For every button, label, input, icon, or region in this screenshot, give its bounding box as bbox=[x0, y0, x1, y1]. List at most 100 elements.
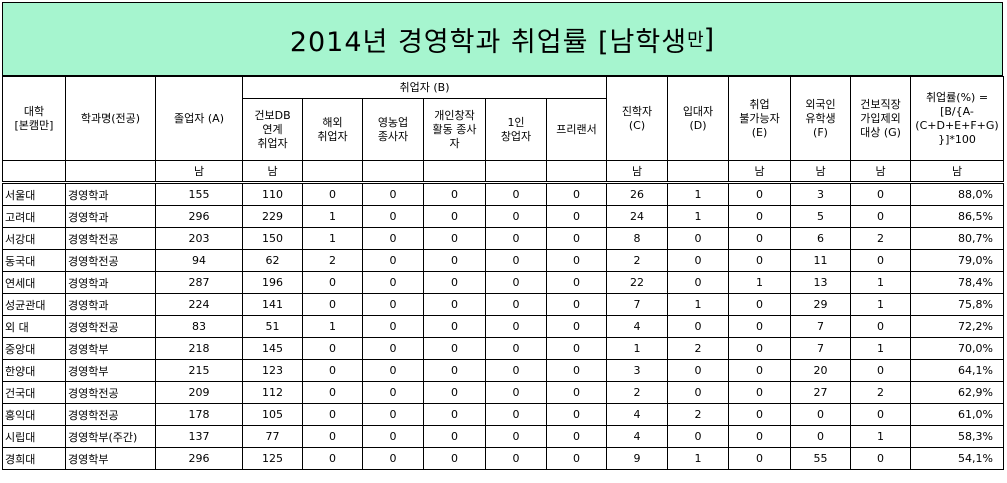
cell-rate: 72,2% bbox=[910, 315, 1004, 338]
table-row: 서울대 경영학과 155 110 0 0 0 0 0 26 1 0 3 0 88,0% bbox=[2, 181, 1004, 206]
cell-advance: 7 bbox=[606, 293, 668, 316]
cell-farm: 0 bbox=[362, 271, 424, 294]
cell-foreign: 7 bbox=[790, 337, 851, 360]
cell-military: 1 bbox=[667, 293, 729, 316]
header-unable: 취업 불가능자 (E) bbox=[728, 76, 791, 161]
table-row: 동국대 경영학전공 94 62 2 0 0 0 0 2 0 0 11 0 79,0% bbox=[2, 249, 1004, 272]
cell-foreign: 6 bbox=[790, 227, 851, 250]
table-row: 연세대 경영학과 287 196 0 0 0 0 0 22 0 1 13 1 78,4% bbox=[2, 271, 1004, 294]
cell-dept: 경영학부(주간) bbox=[65, 425, 156, 448]
cell-exempt: 1 bbox=[850, 425, 911, 448]
cell-dept: 경영학부 bbox=[65, 447, 156, 470]
cell-univ: 중앙대 bbox=[2, 337, 66, 360]
cell-farm: 0 bbox=[362, 181, 424, 206]
cell-foreign: 7 bbox=[790, 315, 851, 338]
gender-label: 남 bbox=[155, 160, 243, 183]
cell-grad: 215 bbox=[155, 359, 243, 382]
cell-grad: 296 bbox=[155, 205, 243, 228]
cell-military: 1 bbox=[667, 181, 729, 206]
cell-univ: 서울대 bbox=[2, 181, 66, 206]
cell-foreign: 29 bbox=[790, 293, 851, 316]
cell-rate: 62,9% bbox=[910, 381, 1004, 404]
cell-advance: 4 bbox=[606, 425, 668, 448]
cell-military: 0 bbox=[667, 315, 729, 338]
cell-rate: 54,1% bbox=[910, 447, 1004, 470]
cell-freelance: 0 bbox=[546, 315, 607, 338]
cell-db: 196 bbox=[242, 271, 303, 294]
cell-farm: 0 bbox=[362, 447, 424, 470]
cell-solo: 0 bbox=[485, 337, 547, 360]
cell-exempt: 0 bbox=[850, 315, 911, 338]
cell-overseas: 0 bbox=[302, 181, 363, 206]
cell-unable: 0 bbox=[728, 359, 791, 382]
cell-grad: 83 bbox=[155, 315, 243, 338]
cell-db: 229 bbox=[242, 205, 303, 228]
cell-overseas: 2 bbox=[302, 249, 363, 272]
cell-db: 112 bbox=[242, 381, 303, 404]
cell-freelance: 0 bbox=[546, 359, 607, 382]
cell-db: 123 bbox=[242, 359, 303, 382]
cell-creative: 0 bbox=[423, 271, 486, 294]
cell-overseas: 0 bbox=[302, 359, 363, 382]
cell-military: 0 bbox=[667, 249, 729, 272]
cell-foreign: 55 bbox=[790, 447, 851, 470]
cell-rate: 88,0% bbox=[910, 181, 1004, 206]
cell-creative: 0 bbox=[423, 181, 486, 206]
cell-grad: 224 bbox=[155, 293, 243, 316]
cell-farm: 0 bbox=[362, 227, 424, 250]
cell-creative: 0 bbox=[423, 337, 486, 360]
cell-overseas: 0 bbox=[302, 337, 363, 360]
cell-creative: 0 bbox=[423, 249, 486, 272]
cell-solo: 0 bbox=[485, 403, 547, 426]
cell-foreign: 0 bbox=[790, 425, 851, 448]
cell-farm: 0 bbox=[362, 403, 424, 426]
cell-solo: 0 bbox=[485, 227, 547, 250]
table-row: 홍익대 경영학전공 178 105 0 0 0 0 0 4 2 0 0 0 61,0% bbox=[2, 403, 1004, 426]
header-rate: 취업률(%) = [B/{A- (C+D+E+F+G)}]*100 bbox=[910, 76, 1004, 161]
cell-advance: 9 bbox=[606, 447, 668, 470]
header-dept: 학과명(전공) bbox=[65, 76, 156, 161]
title-main: 2014년 경영학과 취업률 [남학생 bbox=[289, 26, 688, 58]
cell-military: 0 bbox=[667, 425, 729, 448]
title-suffix: 만 bbox=[687, 30, 704, 51]
cell-rate: 64,1% bbox=[910, 359, 1004, 382]
header-exempt: 건보직장 가입제외 대상 (G) bbox=[850, 76, 911, 161]
cell-rate: 78,4% bbox=[910, 271, 1004, 294]
cell-univ: 건국대 bbox=[2, 381, 66, 404]
cell-freelance: 0 bbox=[546, 293, 607, 316]
table-row: 한양대 경영학부 215 123 0 0 0 0 0 3 0 0 20 0 64,1% bbox=[2, 359, 1004, 382]
cell-overseas: 1 bbox=[302, 315, 363, 338]
cell-freelance: 0 bbox=[546, 337, 607, 360]
cell-grad: 203 bbox=[155, 227, 243, 250]
cell-univ: 서강대 bbox=[2, 227, 66, 250]
cell-exempt: 1 bbox=[850, 271, 911, 294]
cell-exempt: 1 bbox=[850, 337, 911, 360]
cell-foreign: 13 bbox=[790, 271, 851, 294]
cell-creative: 0 bbox=[423, 381, 486, 404]
cell-military: 2 bbox=[667, 403, 729, 426]
cell-farm: 0 bbox=[362, 425, 424, 448]
cell-advance: 4 bbox=[606, 403, 668, 426]
cell-freelance: 0 bbox=[546, 271, 607, 294]
cell-creative: 0 bbox=[423, 403, 486, 426]
cell-univ: 동국대 bbox=[2, 249, 66, 272]
cell-rate: 86,5% bbox=[910, 205, 1004, 228]
cell-advance: 3 bbox=[606, 359, 668, 382]
header-grad: 졸업자 (A) bbox=[155, 76, 243, 161]
employment-table: 대학 [본캠만] 학과명(전공) 졸업자 (A) 취업자 (B) 진학자 (C) 입… bbox=[2, 76, 1004, 470]
cell-farm: 0 bbox=[362, 205, 424, 228]
cell-military: 0 bbox=[667, 359, 729, 382]
cell-univ: 경희대 bbox=[2, 447, 66, 470]
cell-univ: 시립대 bbox=[2, 425, 66, 448]
cell-univ: 홍익대 bbox=[2, 403, 66, 426]
cell-solo: 0 bbox=[485, 205, 547, 228]
cell-freelance: 0 bbox=[546, 181, 607, 206]
report-title: 2014년 경영학과 취업률 [남학생 만] bbox=[2, 2, 1003, 76]
cell-grad: 137 bbox=[155, 425, 243, 448]
cell-overseas: 1 bbox=[302, 227, 363, 250]
cell-farm: 0 bbox=[362, 381, 424, 404]
cell-foreign: 0 bbox=[790, 403, 851, 426]
cell-unable: 0 bbox=[728, 227, 791, 250]
